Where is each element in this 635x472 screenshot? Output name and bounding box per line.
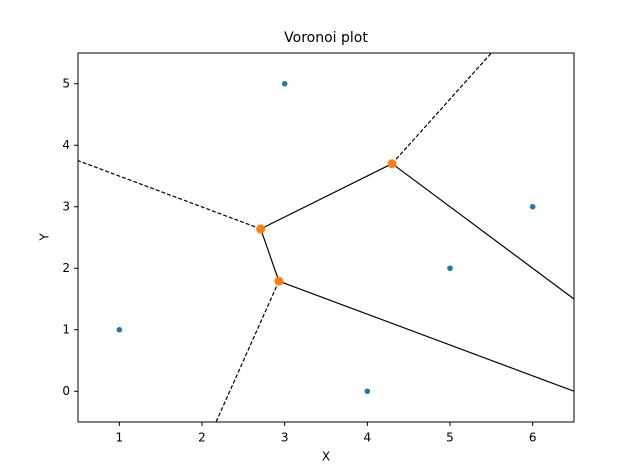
y-tick-label: 0 — [62, 384, 70, 398]
point — [116, 326, 123, 333]
voronoi-edge — [260, 163, 393, 230]
voronoi-edge — [391, 163, 574, 300]
y-axis-label: Y — [38, 233, 52, 242]
x-tick-label: 5 — [446, 431, 454, 445]
x-tick-label: 2 — [198, 431, 206, 445]
vertex — [256, 224, 266, 234]
y-tick-label: 5 — [62, 76, 70, 90]
y-tick-label: 4 — [62, 138, 70, 152]
y-tick-label: 2 — [62, 261, 70, 275]
chart-title: Voronoi plot — [284, 30, 368, 46]
voronoi-edge — [260, 228, 280, 282]
plot-frame — [77, 52, 575, 423]
x-tick-label: 4 — [364, 431, 372, 445]
x-tick-label: 3 — [281, 431, 289, 445]
voronoi-edge — [215, 280, 280, 422]
point — [447, 265, 453, 272]
voronoi-edge — [391, 53, 492, 165]
x-axis-label: X — [322, 450, 330, 464]
y-tick-label: 1 — [62, 322, 70, 336]
vertex — [387, 159, 397, 169]
x-tick-label: 1 — [116, 431, 124, 445]
point — [281, 80, 288, 87]
voronoi-edge — [78, 160, 261, 230]
vertex — [274, 276, 284, 286]
voronoi-edge — [278, 280, 574, 392]
x-tick-label: 6 — [529, 431, 537, 445]
point — [364, 388, 371, 395]
point — [529, 203, 536, 210]
y-tick-label: 3 — [62, 199, 70, 213]
